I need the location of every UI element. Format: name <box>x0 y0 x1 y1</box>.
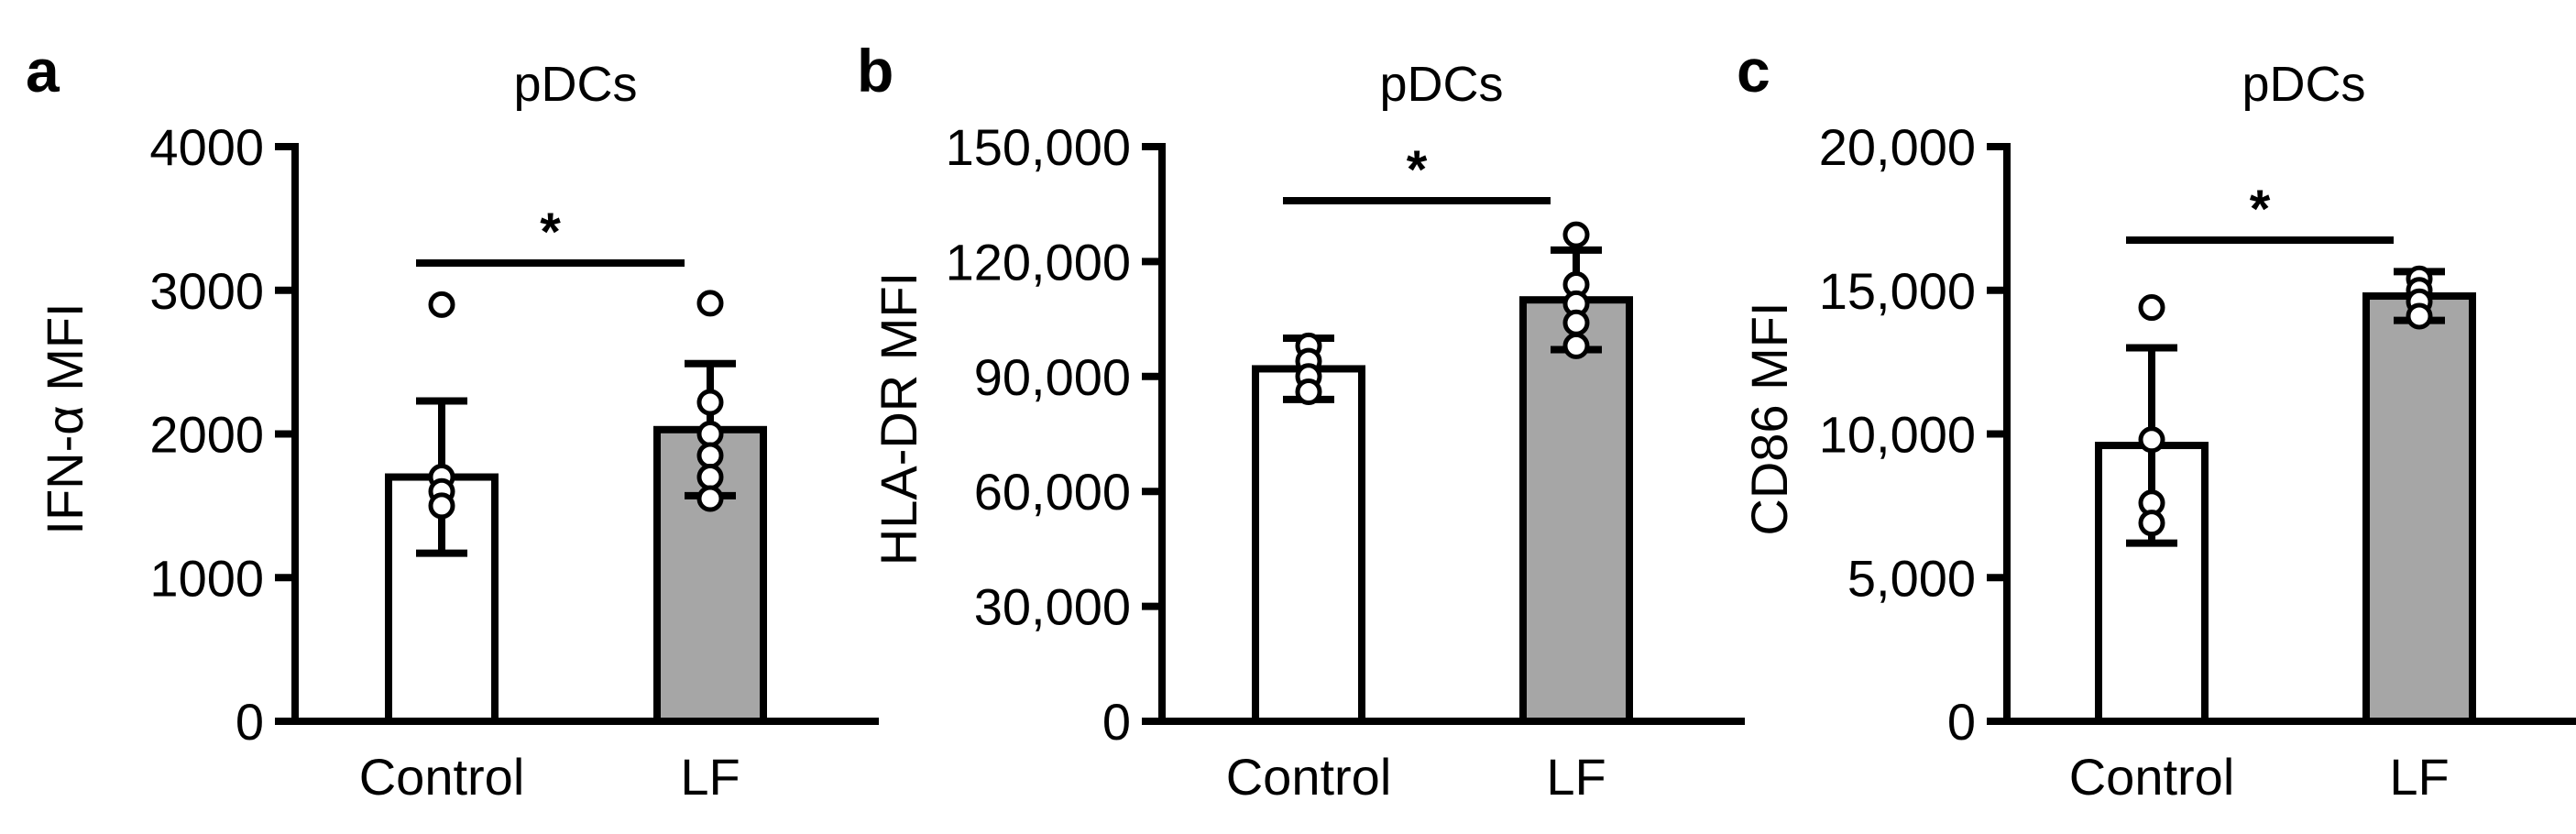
bar-lf <box>1519 296 1633 725</box>
y-tick-label: 4000 <box>149 118 264 176</box>
data-point <box>2138 426 2165 454</box>
bar-control <box>1252 365 1365 725</box>
x-tick-label: Control <box>1226 748 1392 806</box>
y-tick-label: 0 <box>1947 693 1976 751</box>
y-tick-label: 90,000 <box>974 348 1131 406</box>
data-point <box>2406 302 2433 330</box>
y-axis-title: CD86 MFI <box>1740 302 1798 535</box>
y-tick-label: 0 <box>236 693 264 751</box>
data-point <box>696 442 724 469</box>
x-tick-label: LF <box>680 748 740 806</box>
data-point <box>1562 221 1590 248</box>
chart-title: pDCs <box>2242 57 2365 112</box>
x-tick-label: LF <box>1546 748 1606 806</box>
chart-panel-a: a pDCs IFN-α MFI 0 1000 2000 3000 4000 Control LF… <box>26 37 879 806</box>
y-tick-label: 20,000 <box>1819 118 1976 176</box>
x-tick-label: Control <box>359 748 525 806</box>
data-point <box>696 290 724 317</box>
data-point <box>1295 379 1322 406</box>
y-tick-label: 2000 <box>149 406 264 464</box>
y-tick-label: 1000 <box>149 549 264 607</box>
data-point <box>696 389 724 416</box>
chart-title: pDCs <box>513 57 637 112</box>
panel-letter: c <box>1737 37 1770 104</box>
y-tick-label: 3000 <box>149 262 264 320</box>
y-tick-label: 120,000 <box>946 233 1131 291</box>
data-point <box>2138 510 2165 537</box>
significance-star: * <box>2250 180 2271 239</box>
panel-letter: b <box>857 37 893 104</box>
y-axis-title: IFN-α MFI <box>36 302 93 534</box>
y-tick-label: 60,000 <box>974 463 1131 521</box>
y-tick-label: 150,000 <box>946 118 1131 176</box>
data-point <box>1562 332 1590 359</box>
y-tick-label: 0 <box>1102 693 1131 751</box>
y-tick-label: 5,000 <box>1847 549 1976 607</box>
data-point <box>696 421 724 447</box>
y-tick-label: 15,000 <box>1819 262 1976 320</box>
panel-letter: a <box>26 37 60 104</box>
y-tick-label: 10,000 <box>1819 406 1976 464</box>
data-point <box>1562 309 1590 336</box>
y-axis-title: HLA-DR MFI <box>870 272 927 565</box>
significance-star: * <box>1407 140 1428 200</box>
data-point <box>696 464 724 491</box>
data-point <box>696 485 724 512</box>
data-point <box>428 492 455 520</box>
x-tick-label: Control <box>2069 748 2235 806</box>
bar-lf <box>2362 292 2476 725</box>
chart-title: pDCs <box>1379 57 1503 112</box>
chart-panel-c: c pDCs CD86 MFI 0 5,000 10,000 15,000 20,000 Con… <box>1737 37 2576 806</box>
x-tick-label: LF <box>2389 748 2449 806</box>
y-tick-label: 30,000 <box>974 578 1131 636</box>
significance-star: * <box>540 203 561 262</box>
data-point <box>2138 294 2165 322</box>
data-point <box>428 291 455 318</box>
chart-panel-b: b pDCs HLA-DR MFI 0 30,000 60,000 90,000 120,00… <box>857 37 1745 806</box>
